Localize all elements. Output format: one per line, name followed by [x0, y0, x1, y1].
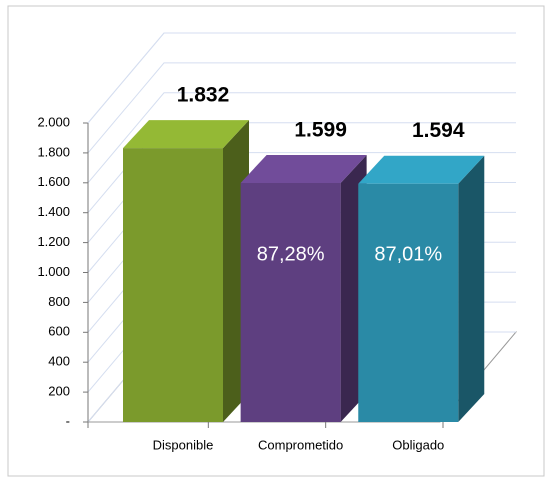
bar-front — [123, 148, 223, 422]
value-label: 1.832 — [177, 84, 230, 107]
y-tick-label: 2.000 — [37, 114, 70, 129]
bar-top — [358, 155, 485, 184]
percent-label: 87,28% — [257, 243, 325, 265]
bar-side — [458, 155, 485, 422]
y-tick-label: 1.000 — [37, 264, 70, 279]
bar-front — [358, 183, 459, 422]
x-tick-label: Disponible — [153, 437, 214, 452]
y-tick-label: 800 — [48, 294, 70, 309]
y-tick-label: 400 — [48, 354, 70, 369]
percent-label: 87,01% — [374, 243, 442, 265]
bar-top — [123, 120, 249, 149]
y-tick-label: 1.400 — [37, 204, 70, 219]
grid-line — [87, 32, 516, 124]
y-tick-label: - — [66, 413, 70, 428]
y-tick-label: 600 — [48, 324, 70, 339]
x-tick-label: Obligado — [392, 437, 444, 452]
value-label: 1.599 — [294, 118, 347, 141]
bar — [123, 120, 249, 422]
y-tick-label: 1.600 — [37, 174, 70, 189]
bar — [358, 155, 485, 422]
y-tick-label: 200 — [48, 384, 70, 399]
value-label: 1.594 — [412, 119, 465, 142]
y-tick-label: 1.800 — [37, 144, 70, 159]
bar-top — [240, 154, 367, 183]
grid-line — [87, 62, 516, 154]
grid-line — [87, 92, 516, 184]
x-tick-label: Comprometido — [258, 437, 343, 452]
bar — [240, 154, 367, 422]
y-tick-label: 1.200 — [37, 234, 70, 249]
bar-front — [240, 182, 341, 422]
